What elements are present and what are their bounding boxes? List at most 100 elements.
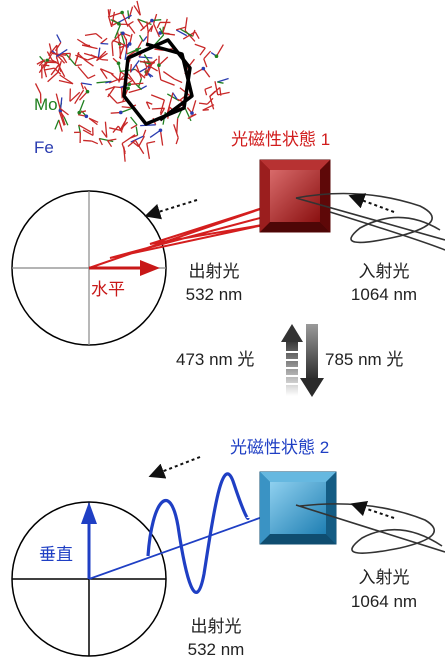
- crystal-bond: [47, 71, 59, 83]
- crystal-bond: [78, 124, 81, 133]
- crystal-bond: [159, 27, 165, 36]
- crystal-cube-red: [259, 159, 331, 233]
- crystal-bond: [173, 124, 179, 138]
- crystal-bond: [128, 20, 134, 26]
- crystal-bond: [150, 94, 165, 101]
- state2-title: 光磁性状態 2: [230, 438, 330, 457]
- reverse-switch-wavelength: 785 nm 光: [325, 350, 404, 369]
- crystal-bond: [41, 64, 50, 67]
- crystal-bond: [56, 48, 68, 58]
- crystal-bond: [78, 89, 85, 98]
- crystal-bond: [127, 49, 138, 57]
- crystal-bond: [166, 98, 172, 115]
- state1-output-label: 出射光: [188, 262, 240, 281]
- crystal-bond: [59, 107, 69, 116]
- crystal-bond: [146, 21, 149, 32]
- crystal-bond: [129, 64, 132, 73]
- crystal-atom: [117, 21, 121, 26]
- crystal-bond: [100, 68, 114, 75]
- crystal-bond: [135, 64, 143, 79]
- fe-label: Fe: [34, 138, 54, 157]
- crystal-bond: [145, 101, 151, 110]
- crystal-bond: [87, 74, 96, 79]
- crystal-bond: [173, 78, 183, 84]
- crystal-bond: [199, 47, 206, 56]
- crystal-bond: [78, 99, 85, 113]
- crystal-bond: [107, 93, 118, 104]
- switch-arrow-up: [281, 324, 303, 396]
- crystal-atom: [120, 10, 124, 15]
- state1-input-wavelength: 1064 nm: [350, 285, 418, 304]
- output-direction-arrow-2: [148, 456, 201, 479]
- crystal-bond: [59, 74, 74, 85]
- crystal-bond: [120, 107, 134, 114]
- state1-output-wavelength: 532 nm: [185, 285, 243, 304]
- crystal-bond: [130, 116, 138, 126]
- crystal-bond: [63, 116, 69, 126]
- crystal-bond: [76, 38, 86, 45]
- crystal-bond: [111, 42, 114, 57]
- crystal-atom: [158, 128, 163, 133]
- crystal-bond: [217, 81, 224, 84]
- crystal-bond: [140, 85, 148, 90]
- crystal-bond: [58, 119, 63, 132]
- crystal-bond: [204, 89, 208, 96]
- crystal-bond: [107, 15, 113, 28]
- output-beam-wave-2: [146, 472, 250, 594]
- crystal-atom: [214, 54, 219, 58]
- crystal-bond: [140, 20, 153, 32]
- crystal-bond: [217, 77, 229, 83]
- crystal-bond: [134, 68, 146, 79]
- crystal-atom: [150, 18, 154, 23]
- crystal-bond: [84, 33, 97, 37]
- crystal-bond: [105, 80, 112, 84]
- crystal-bond: [204, 85, 213, 90]
- unit-cell-outline: [122, 38, 194, 126]
- crystal-bond: [191, 100, 197, 114]
- crystal-bond: [127, 73, 136, 85]
- crystal-bond: [48, 44, 58, 57]
- crystal-bond: [112, 39, 128, 47]
- crystal-bond: [59, 110, 66, 126]
- crystal-bond: [81, 82, 92, 86]
- crystal-bond: [111, 32, 122, 43]
- crystal-bond: [56, 34, 62, 43]
- crystal-bond: [130, 124, 138, 130]
- crystal-bond: [176, 118, 179, 134]
- crystal-bond: [129, 82, 144, 86]
- crystal-bond: [149, 129, 161, 138]
- crystal-bond: [215, 44, 224, 57]
- crystal-bond: [121, 12, 129, 27]
- crystal-atom: [127, 82, 132, 87]
- crystal-bond: [118, 71, 122, 83]
- crystal-bond: [158, 56, 169, 66]
- crystal-bond: [146, 61, 156, 68]
- crystal-bond: [150, 25, 154, 33]
- crystal-atom: [118, 110, 123, 115]
- crystal-bond: [136, 0, 141, 16]
- crystal-bond: [98, 138, 103, 146]
- state2-output-label: 出射光: [190, 617, 242, 636]
- crystal-bond: [81, 44, 98, 50]
- crystal-bond: [101, 130, 108, 138]
- crystal-bond: [193, 67, 204, 75]
- crystal-bond: [194, 43, 206, 49]
- crystal-bond: [127, 10, 130, 20]
- crystal-bond: [50, 64, 60, 76]
- state1-title: 光磁性状態 1: [231, 130, 331, 149]
- crystal-bond: [146, 63, 153, 77]
- polarization-arrow-horizontal: [89, 260, 160, 276]
- crystal-bond: [54, 119, 60, 130]
- crystal-bond: [107, 138, 117, 142]
- crystal-bond: [203, 50, 212, 60]
- forward-switch-wavelength: 473 nm 光: [176, 350, 255, 369]
- crystal-atom: [45, 58, 49, 63]
- crystal-atom: [201, 66, 206, 71]
- crystal-bond: [198, 102, 208, 105]
- crystal-bond: [154, 34, 165, 46]
- crystal-bond: [83, 139, 92, 142]
- crystal-bond: [133, 5, 141, 16]
- crystal-bond: [184, 107, 192, 122]
- crystal-bond: [152, 13, 158, 24]
